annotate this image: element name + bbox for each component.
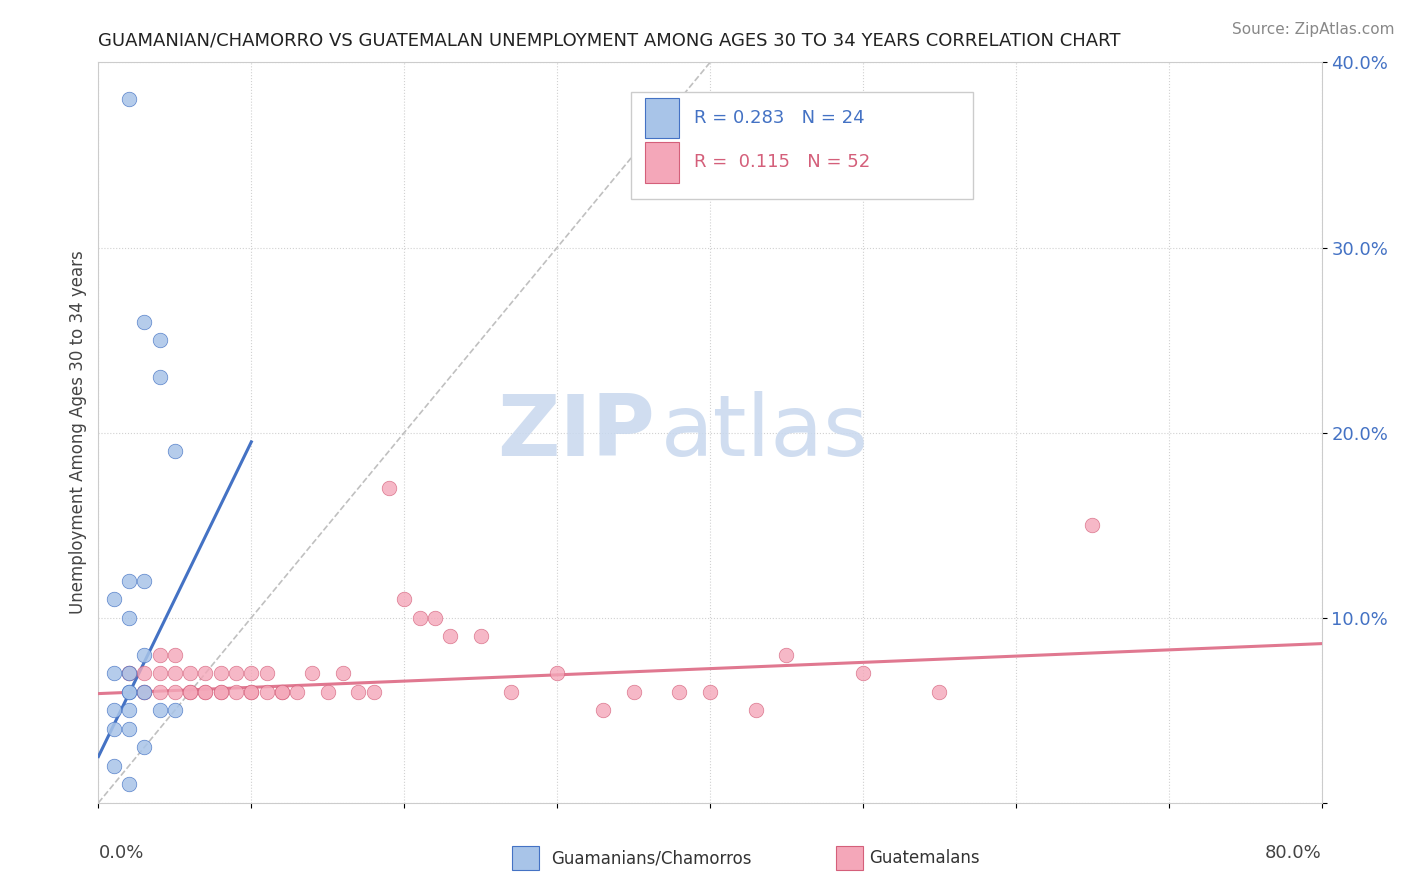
Point xyxy=(668,685,690,699)
Point xyxy=(118,722,141,736)
Point xyxy=(285,685,308,699)
Point xyxy=(745,703,768,717)
Point xyxy=(209,685,232,699)
Point xyxy=(118,777,141,791)
Point xyxy=(103,703,125,717)
Point xyxy=(1081,518,1104,533)
Point xyxy=(134,685,156,699)
Point xyxy=(149,685,172,699)
Point xyxy=(240,685,263,699)
Point xyxy=(103,592,125,607)
Point xyxy=(149,666,172,681)
Point xyxy=(194,685,217,699)
Point xyxy=(134,685,156,699)
Bar xyxy=(645,142,679,183)
Point xyxy=(270,685,292,699)
Bar xyxy=(837,847,863,871)
Point xyxy=(118,666,141,681)
Point xyxy=(240,666,263,681)
Text: atlas: atlas xyxy=(661,391,869,475)
Point xyxy=(134,685,156,699)
Point xyxy=(134,314,156,328)
Point xyxy=(134,574,156,588)
Point xyxy=(928,685,950,699)
Point xyxy=(163,685,186,699)
Point xyxy=(423,610,446,624)
Point xyxy=(256,666,278,681)
Point xyxy=(179,685,201,699)
Point xyxy=(103,722,125,736)
Point xyxy=(852,666,875,681)
Point xyxy=(347,685,370,699)
Point xyxy=(118,610,141,624)
Point xyxy=(134,648,156,662)
Point xyxy=(225,666,247,681)
Point xyxy=(118,92,141,106)
Point xyxy=(392,592,416,607)
Point xyxy=(118,685,141,699)
Point xyxy=(163,648,186,662)
Point xyxy=(225,685,247,699)
Text: Guamanians/Chamorros: Guamanians/Chamorros xyxy=(551,849,752,867)
Point xyxy=(134,740,156,755)
Point xyxy=(270,685,292,699)
Point xyxy=(240,685,263,699)
Text: 80.0%: 80.0% xyxy=(1265,844,1322,862)
Text: R = 0.283   N = 24: R = 0.283 N = 24 xyxy=(695,109,865,127)
Point xyxy=(103,758,125,772)
FancyBboxPatch shape xyxy=(630,92,973,200)
Point xyxy=(194,666,217,681)
Point xyxy=(134,666,156,681)
Point xyxy=(194,685,217,699)
Bar xyxy=(645,97,679,138)
Point xyxy=(149,370,172,384)
Point xyxy=(256,685,278,699)
Text: 0.0%: 0.0% xyxy=(98,844,143,862)
Point xyxy=(623,685,645,699)
Point xyxy=(118,685,141,699)
Point xyxy=(332,666,354,681)
Point xyxy=(163,666,186,681)
Point xyxy=(209,666,232,681)
Point xyxy=(149,703,172,717)
Point xyxy=(439,629,461,643)
Text: R =  0.115   N = 52: R = 0.115 N = 52 xyxy=(695,153,870,171)
Point xyxy=(775,648,797,662)
Point xyxy=(546,666,568,681)
Text: Guatemalans: Guatemalans xyxy=(869,849,980,867)
Point xyxy=(501,685,523,699)
Point xyxy=(699,685,721,699)
Point xyxy=(149,648,172,662)
Point xyxy=(209,685,232,699)
Point xyxy=(408,610,430,624)
Point xyxy=(118,703,141,717)
Bar xyxy=(512,847,538,871)
Point xyxy=(470,629,492,643)
Point xyxy=(149,333,172,347)
Text: Source: ZipAtlas.com: Source: ZipAtlas.com xyxy=(1232,22,1395,37)
Point xyxy=(118,666,141,681)
Y-axis label: Unemployment Among Ages 30 to 34 years: Unemployment Among Ages 30 to 34 years xyxy=(69,251,87,615)
Point xyxy=(378,481,401,495)
Point xyxy=(179,666,201,681)
Point xyxy=(163,444,186,458)
Point xyxy=(363,685,385,699)
Point xyxy=(118,666,141,681)
Point xyxy=(179,685,201,699)
Point xyxy=(103,666,125,681)
Text: GUAMANIAN/CHAMORRO VS GUATEMALAN UNEMPLOYMENT AMONG AGES 30 TO 34 YEARS CORRELAT: GUAMANIAN/CHAMORRO VS GUATEMALAN UNEMPLO… xyxy=(98,32,1121,50)
Point xyxy=(592,703,614,717)
Point xyxy=(163,703,186,717)
Point xyxy=(316,685,339,699)
Text: ZIP: ZIP xyxy=(498,391,655,475)
Point xyxy=(118,574,141,588)
Point xyxy=(301,666,323,681)
